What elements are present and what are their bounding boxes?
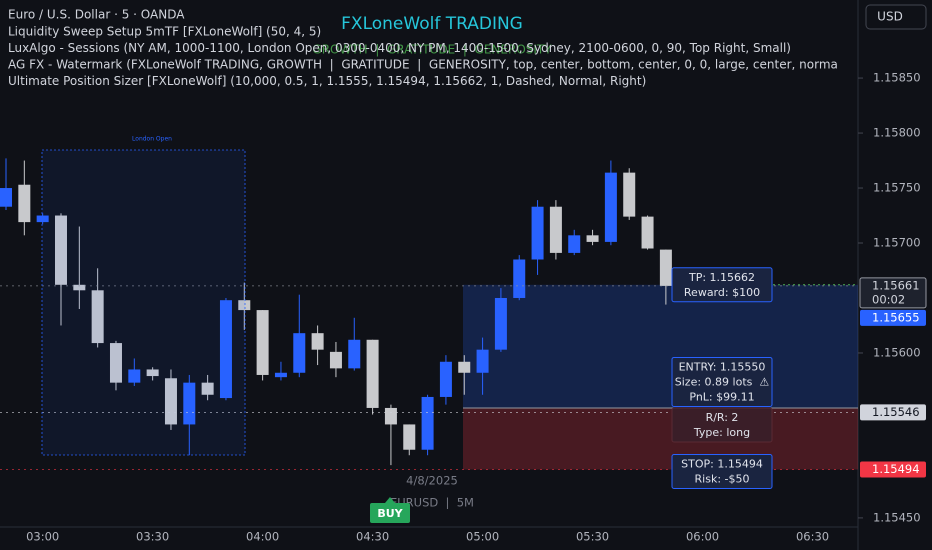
currency-button[interactable]	[865, 4, 927, 30]
candle-body	[219, 300, 232, 399]
position-label: ENTRY: 1.15550	[679, 360, 766, 373]
price-label: 1.15655	[872, 310, 920, 324]
candle-body	[54, 215, 67, 285]
position-box	[671, 407, 773, 443]
candle-body	[568, 235, 581, 253]
position-box	[671, 356, 773, 407]
y-tick-label: 1.15800	[873, 126, 921, 140]
session-box	[41, 149, 246, 456]
candle-body	[128, 369, 141, 383]
candle-body	[403, 424, 416, 450]
x-tick-label: 04:30	[356, 530, 389, 544]
x-tick-label: 03:30	[136, 530, 169, 544]
candle-body	[311, 333, 324, 350]
position-label: PnL: $99.11	[689, 390, 754, 403]
candle-body	[513, 259, 526, 298]
position-label: TP: 1.15662	[688, 271, 755, 284]
candle-body	[641, 216, 654, 249]
position-box	[671, 267, 773, 303]
candle-body	[549, 206, 562, 253]
candle-body	[73, 284, 86, 291]
candle-body	[476, 349, 489, 373]
buy-label: BUY	[377, 507, 403, 520]
price-label-box	[860, 309, 926, 326]
buy-signal	[370, 503, 410, 523]
price-label: 1.15546	[872, 405, 920, 419]
candle-body	[36, 215, 49, 223]
candle-body	[329, 351, 342, 369]
candle-body	[384, 407, 397, 425]
indicator-label: Liquidity Sweep Setup 5mTF [FXLoneWolf] …	[8, 25, 321, 39]
candle-body	[91, 290, 104, 344]
candle-body	[659, 249, 672, 286]
x-tick-label: 05:30	[576, 530, 609, 544]
x-tick-label: 05:00	[466, 530, 499, 544]
candle-body	[366, 339, 379, 408]
position-label: Reward: $100	[684, 286, 760, 299]
x-tick-label: 06:00	[686, 530, 719, 544]
candle-body	[421, 396, 434, 450]
candle-body	[586, 235, 599, 242]
candle-body	[201, 382, 214, 395]
session-label: London Open	[132, 136, 172, 143]
candle-body	[18, 184, 31, 223]
loss-zone	[463, 407, 858, 470]
position-label: Risk: -$50	[695, 473, 750, 486]
watermark-sub: GROWTH | GRATITUDE | GENEROSITY	[312, 43, 552, 57]
indicator-label: LuxAlgo - Sessions (NY AM, 1000-1100, Lo…	[8, 41, 791, 55]
candle-body	[183, 382, 196, 425]
plot-area	[0, 77, 863, 519]
currency-label[interactable]: USD	[877, 10, 903, 24]
indicator-label: Ultimate Position Sizer [FXLoneWolf] (10…	[8, 74, 646, 88]
y-tick-label: 1.15750	[873, 181, 921, 195]
price-label: 1.15494	[872, 462, 920, 476]
candle-body	[256, 310, 269, 375]
price-label-sub: 00:02	[872, 292, 905, 306]
date-label: 4/8/2025	[406, 474, 458, 488]
candle-body	[623, 172, 636, 217]
candle-body	[293, 333, 306, 373]
y-tick-label: 1.15850	[873, 71, 921, 85]
x-tick-label: 03:00	[26, 530, 59, 544]
position-label: Type: long	[693, 426, 750, 439]
price-label-box	[859, 277, 927, 309]
position-label: STOP: 1.15494	[681, 458, 763, 471]
symbol-label: EURUSD | 5M	[390, 496, 474, 510]
price-label-box	[860, 404, 926, 421]
candle-body	[164, 378, 177, 425]
position-box	[671, 454, 773, 490]
position-label: Size: 0.89 lots ⚠	[675, 375, 770, 388]
candle-body	[146, 369, 159, 377]
y-tick-label: 1.15700	[873, 236, 921, 250]
candle-body	[274, 372, 287, 378]
price-label-box	[860, 461, 926, 478]
candle-body	[531, 206, 544, 260]
buy-signal-arrow	[385, 497, 395, 503]
indicator-label: AG FX - Watermark (FXLoneWolf TRADING, G…	[8, 58, 838, 72]
y-tick-label: 1.15600	[873, 345, 921, 359]
x-tick-label: 04:00	[246, 530, 279, 544]
candle-body	[238, 300, 251, 311]
profit-zone	[463, 284, 858, 408]
y-tick-label: 1.15450	[873, 510, 921, 524]
watermark: FXLoneWolf TRADING	[341, 14, 523, 34]
candle-body	[494, 297, 507, 350]
x-tick-label: 06:30	[796, 530, 829, 544]
candle-body	[109, 343, 122, 383]
candle-body	[439, 361, 452, 397]
position-label: R/R: 2	[706, 411, 739, 424]
candle-body	[348, 339, 361, 369]
chart-title: Euro / U.S. Dollar · 5 · OANDA	[8, 8, 185, 22]
price-label: 1.15661	[872, 278, 920, 292]
candle-body	[0, 188, 12, 207]
candle-body	[458, 361, 471, 373]
candle-body	[604, 172, 617, 242]
